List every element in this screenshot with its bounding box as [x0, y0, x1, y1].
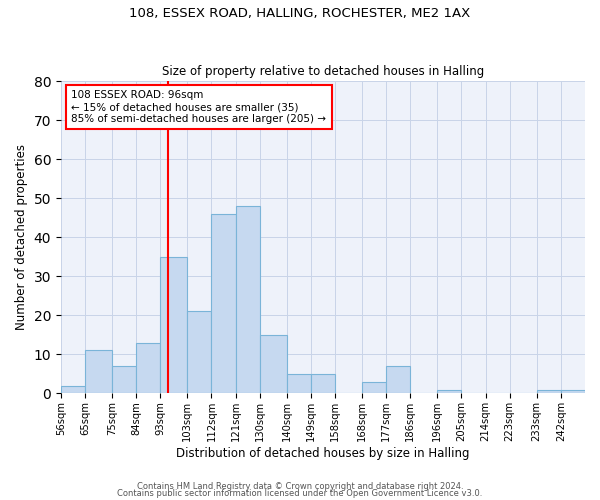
- Bar: [136, 342, 160, 394]
- Bar: [536, 390, 561, 394]
- Bar: [85, 350, 112, 394]
- Bar: [561, 390, 585, 394]
- Text: 108 ESSEX ROAD: 96sqm
← 15% of detached houses are smaller (35)
85% of semi-deta: 108 ESSEX ROAD: 96sqm ← 15% of detached …: [71, 90, 326, 124]
- Bar: [211, 214, 236, 394]
- Bar: [160, 257, 187, 394]
- Title: Size of property relative to detached houses in Halling: Size of property relative to detached ho…: [162, 66, 484, 78]
- Bar: [236, 206, 260, 394]
- Y-axis label: Number of detached properties: Number of detached properties: [15, 144, 28, 330]
- X-axis label: Distribution of detached houses by size in Halling: Distribution of detached houses by size …: [176, 447, 470, 460]
- Bar: [311, 374, 335, 394]
- Bar: [112, 366, 136, 394]
- Bar: [260, 335, 287, 394]
- Text: Contains public sector information licensed under the Open Government Licence v3: Contains public sector information licen…: [118, 489, 482, 498]
- Bar: [386, 366, 410, 394]
- Text: Contains HM Land Registry data © Crown copyright and database right 2024.: Contains HM Land Registry data © Crown c…: [137, 482, 463, 491]
- Bar: [187, 312, 211, 394]
- Text: 108, ESSEX ROAD, HALLING, ROCHESTER, ME2 1AX: 108, ESSEX ROAD, HALLING, ROCHESTER, ME2…: [130, 8, 470, 20]
- Bar: [362, 382, 386, 394]
- Bar: [287, 374, 311, 394]
- Bar: [437, 390, 461, 394]
- Bar: [61, 386, 85, 394]
